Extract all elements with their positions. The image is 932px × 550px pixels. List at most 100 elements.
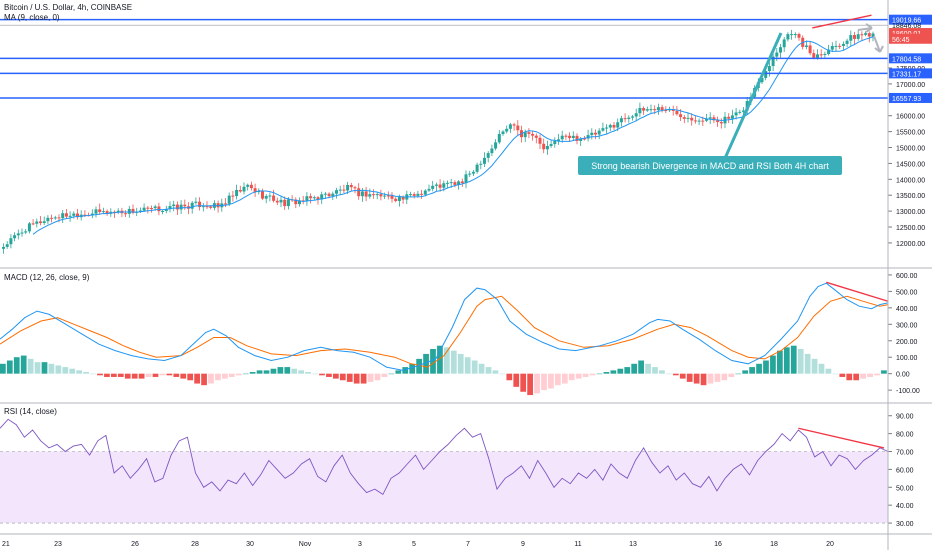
macd-histogram-bar (756, 363, 762, 374)
candle-up (649, 109, 653, 111)
macd-histogram-bar (763, 360, 769, 374)
candle-up (631, 116, 634, 118)
macd-histogram-bar (589, 373, 596, 376)
macd-signal-line (0, 295, 889, 368)
candle-up (338, 189, 342, 191)
rsi-axis-tick-label: 80.00 (896, 432, 914, 439)
macd-histogram-bar (333, 373, 339, 379)
candle-down (301, 200, 305, 202)
candle-up (335, 190, 338, 194)
macd-histogram-bar (249, 372, 256, 374)
candle-down (693, 120, 697, 122)
macd-histogram-bar (277, 367, 284, 374)
macd-histogram-bar (312, 373, 318, 375)
candle-up (61, 213, 65, 219)
macd-histogram-bar (492, 370, 499, 374)
price-axis-tick-label: 14500.00 (896, 161, 925, 168)
candle-up (305, 196, 309, 201)
candle-up (468, 173, 472, 175)
candle-down (327, 193, 331, 197)
macd-histogram-bar (97, 373, 103, 376)
price-axis-tick-label: 13500.00 (896, 193, 925, 200)
macd-histogram-bar (652, 367, 658, 374)
last-price-tag (889, 28, 932, 39)
candle-up (35, 221, 39, 224)
candle-up (590, 132, 594, 136)
macd-histogram-bar (111, 373, 117, 377)
candle-down (575, 135, 579, 141)
candle-down (653, 109, 657, 111)
level-tag-label: 17804.58 (892, 56, 921, 63)
rsi-legend: RSI (14, close) (4, 407, 57, 416)
candle-up (486, 153, 490, 158)
macd-histogram-bar (575, 373, 582, 379)
macd-histogram-bar (367, 373, 374, 382)
candle-up (172, 204, 176, 207)
candle-down (860, 34, 864, 36)
candle-up (734, 112, 738, 116)
price-tag-label: 18846.08 (892, 23, 921, 30)
macd-axis-tick-label: 600.00 (896, 273, 918, 280)
macd-histogram-bar (659, 370, 665, 374)
macd-histogram-bar (395, 370, 402, 374)
candle-up (375, 194, 379, 196)
candle-down (224, 203, 227, 205)
ma-legend: MA (9, close, 0) (4, 13, 60, 22)
macd-histogram-bar (700, 373, 707, 386)
candle-down (390, 195, 394, 199)
macd-axis-tick-label: 500.00 (896, 289, 918, 296)
macd-divergence-line (826, 281, 889, 302)
candle-up (153, 206, 157, 209)
annotation-callout[interactable]: Strong bearish Divergence in MACD and RS… (578, 156, 842, 175)
time-axis-label: 11 (574, 541, 581, 548)
candle-up (586, 135, 590, 139)
macd-histogram-bar (534, 373, 540, 394)
candle-down (690, 117, 694, 121)
macd-histogram-bar (0, 363, 6, 374)
candle-down (50, 217, 54, 219)
candle-up (72, 213, 76, 216)
candle-down (460, 181, 464, 184)
candle-down (283, 199, 287, 207)
candle-up (523, 132, 527, 138)
level-tag (889, 92, 932, 103)
macd-histogram-bar (402, 367, 409, 374)
candle-up (471, 171, 475, 174)
macd-histogram-bar (721, 373, 728, 381)
candle-up (705, 118, 708, 121)
candle-up (627, 117, 631, 119)
last-price-tag-label: 56:45 (892, 37, 910, 44)
macd-histogram-bar (117, 373, 124, 377)
candle-down (701, 120, 705, 122)
candle-down (157, 206, 161, 212)
candle-up (834, 45, 838, 47)
macd-histogram-bar (381, 373, 388, 377)
rsi-line (0, 418, 889, 496)
macd-histogram-bar (242, 373, 249, 375)
candle-up (416, 193, 420, 196)
candle-up (782, 39, 786, 48)
macd-histogram-bar (672, 373, 679, 376)
candle-up (201, 206, 205, 208)
macd-histogram-bar (83, 372, 89, 374)
candle-up (501, 131, 505, 134)
macd-histogram-bar (76, 370, 83, 374)
time-axis-label: 9 (521, 541, 525, 548)
rsi-axis-tick-label: 30.00 (896, 521, 914, 528)
candle-down (342, 189, 346, 191)
candle-up (494, 142, 498, 149)
rsi-axis-tick-label: 40.00 (896, 503, 914, 510)
candle-up (764, 70, 768, 78)
price-axis-tick-label: 12500.00 (896, 225, 925, 232)
candle-up (323, 193, 327, 195)
macd-histogram-bar (430, 348, 436, 374)
candle-up (101, 211, 105, 213)
candle-up (423, 190, 427, 195)
candle-up (845, 40, 849, 44)
macd-axis-tick-label: 0.00 (896, 372, 910, 379)
macd-histogram-bar (735, 373, 742, 375)
candle-up (779, 47, 782, 53)
candle-down (594, 132, 597, 135)
macd-histogram-bar (797, 348, 804, 374)
candle-up (656, 107, 660, 111)
